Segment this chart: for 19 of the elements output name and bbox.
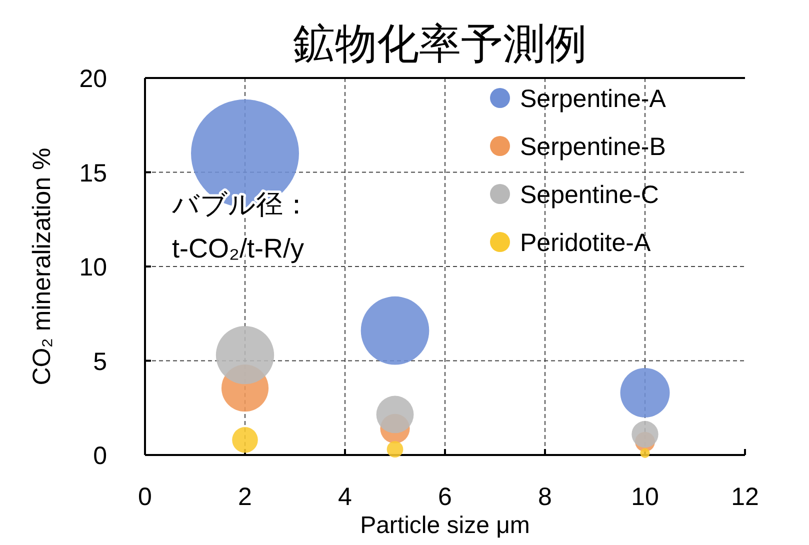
y-tick-label: 20 xyxy=(79,65,107,93)
y-tick-label: 5 xyxy=(93,348,107,376)
x-tick-label: 2 xyxy=(238,483,252,511)
chart-title: 鉱物化率予測例 xyxy=(293,20,587,67)
legend-label: Serpentine-B xyxy=(520,133,666,161)
y-tick-label: 0 xyxy=(93,442,107,470)
x-tick-label: 8 xyxy=(538,483,552,511)
y-tick-label: 15 xyxy=(79,159,107,188)
x-tick-label: 0 xyxy=(138,483,152,511)
x-tick-label: 10 xyxy=(631,483,659,511)
x-tick-label: 4 xyxy=(338,483,352,511)
x-tick-label: 6 xyxy=(438,483,452,511)
y-tick-label: 10 xyxy=(79,254,107,282)
y-axis-title: CO₂ mineralization % xyxy=(28,148,56,386)
legend-label: Peridotite-A xyxy=(520,229,651,257)
legend-label: Sepentine-C xyxy=(520,181,659,209)
x-axis-title: Particle size μm xyxy=(360,512,530,539)
x-tick-label: 12 xyxy=(731,483,759,511)
legend-label: Serpentine-A xyxy=(520,85,666,113)
